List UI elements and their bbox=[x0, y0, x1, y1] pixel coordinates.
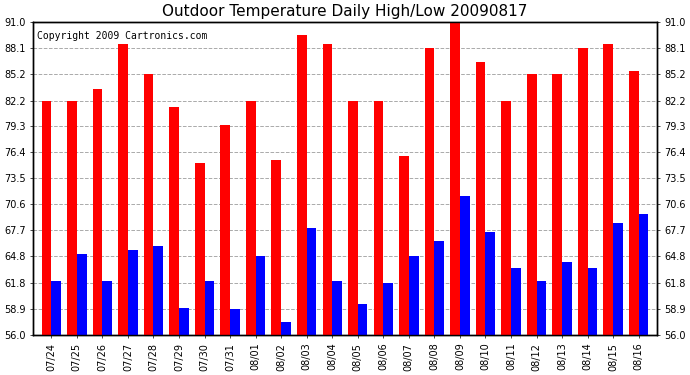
Title: Outdoor Temperature Daily High/Low 20090817: Outdoor Temperature Daily High/Low 20090… bbox=[162, 4, 528, 19]
Bar bbox=[629, 71, 639, 335]
Bar bbox=[578, 48, 588, 335]
Bar bbox=[297, 35, 306, 335]
Bar bbox=[230, 309, 240, 335]
Bar bbox=[306, 228, 317, 335]
Bar bbox=[128, 250, 137, 335]
Bar bbox=[67, 100, 77, 335]
Bar bbox=[51, 281, 61, 335]
Bar bbox=[450, 17, 460, 335]
Bar bbox=[511, 268, 521, 335]
Bar bbox=[41, 100, 51, 335]
Bar bbox=[322, 44, 332, 335]
Bar bbox=[220, 124, 230, 335]
Bar bbox=[562, 262, 572, 335]
Bar bbox=[639, 214, 649, 335]
Bar bbox=[486, 232, 495, 335]
Bar bbox=[553, 74, 562, 335]
Bar bbox=[332, 281, 342, 335]
Bar bbox=[153, 246, 163, 335]
Bar bbox=[373, 100, 384, 335]
Bar bbox=[588, 268, 598, 335]
Text: Copyright 2009 Cartronics.com: Copyright 2009 Cartronics.com bbox=[37, 31, 207, 41]
Bar bbox=[102, 281, 112, 335]
Bar bbox=[358, 304, 368, 335]
Bar bbox=[77, 255, 86, 335]
Bar bbox=[460, 196, 470, 335]
Bar bbox=[502, 100, 511, 335]
Bar bbox=[118, 44, 128, 335]
Bar bbox=[204, 281, 214, 335]
Bar bbox=[92, 89, 102, 335]
Bar bbox=[271, 160, 281, 335]
Bar bbox=[179, 308, 188, 335]
Bar bbox=[613, 223, 623, 335]
Bar bbox=[399, 156, 409, 335]
Bar bbox=[604, 44, 613, 335]
Bar bbox=[169, 107, 179, 335]
Bar bbox=[435, 241, 444, 335]
Bar bbox=[348, 100, 358, 335]
Bar bbox=[476, 62, 486, 335]
Bar bbox=[409, 256, 419, 335]
Bar bbox=[527, 74, 537, 335]
Bar bbox=[424, 48, 435, 335]
Bar bbox=[195, 163, 204, 335]
Bar bbox=[537, 281, 546, 335]
Bar bbox=[384, 283, 393, 335]
Bar bbox=[255, 256, 266, 335]
Bar bbox=[144, 74, 153, 335]
Bar bbox=[246, 100, 255, 335]
Bar bbox=[281, 322, 291, 335]
